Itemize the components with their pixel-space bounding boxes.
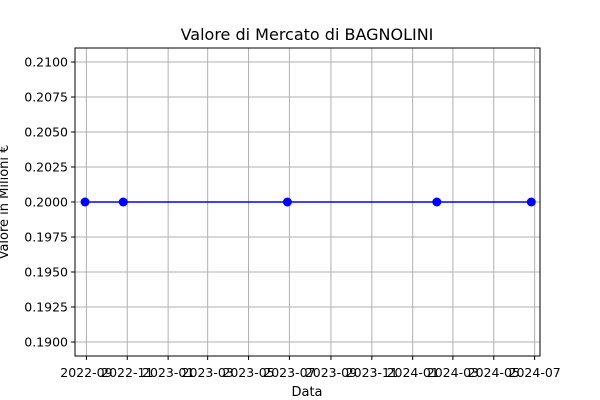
x-tick-label: 2024-01: [387, 365, 439, 380]
plot-frame: [74, 47, 541, 357]
data-point: [432, 197, 442, 207]
data-point: [118, 197, 128, 207]
y-tick-label: 0.2000: [24, 195, 68, 210]
x-tick-label: 2024-07: [509, 365, 561, 380]
y-tick-label: 0.1975: [24, 230, 68, 245]
y-tick-label: 0.2075: [24, 90, 68, 105]
data-point: [526, 197, 536, 207]
y-tick-label: 0.2100: [24, 55, 68, 70]
chart-title: Valore di Mercato di BAGNOLINI: [181, 25, 434, 44]
x-tick-label: 2024-03: [427, 365, 479, 380]
data-series: [80, 197, 536, 207]
x-tick-label: 2023-09: [305, 365, 357, 380]
x-tick-label: 2023-05: [222, 365, 274, 380]
y-tick-label: 0.2050: [24, 125, 68, 140]
axis-ticks: 0.1900 0.1925 0.1950 0.1975 0.2000 0.2025 0.20…: [24, 55, 561, 381]
y-tick-label: 0.2025: [24, 160, 68, 175]
y-tick-label: 0.1950: [24, 265, 68, 280]
x-tick-label: 2023-01: [142, 365, 194, 380]
x-axis-label: Data: [291, 385, 322, 400]
x-tick-label: 2023-07: [263, 365, 315, 380]
data-point: [80, 197, 90, 207]
x-tick-label: 2022-09: [60, 365, 112, 380]
x-tick-label: 2023-03: [182, 365, 234, 380]
y-tick-label: 0.1900: [24, 335, 68, 350]
x-tick-label: 2023-11: [346, 365, 398, 380]
y-tick-label: 0.1925: [24, 300, 68, 315]
x-tick-label: 2024-05: [468, 365, 520, 380]
y-axis-label: Valore in Milioni €: [0, 145, 12, 260]
data-point: [282, 197, 292, 207]
x-tick-label: 2022-11: [101, 365, 153, 380]
